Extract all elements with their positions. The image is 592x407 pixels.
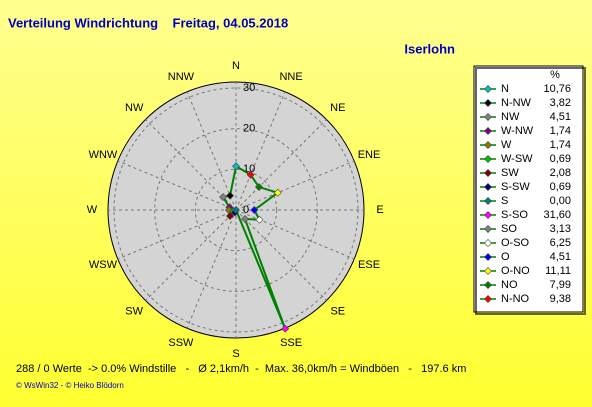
direction-label: S bbox=[232, 348, 239, 360]
legend-marker bbox=[484, 211, 492, 219]
direction-label: ESE bbox=[358, 259, 380, 271]
legend-marker bbox=[484, 197, 492, 205]
direction-label: NE bbox=[330, 102, 345, 114]
legend-label: S bbox=[501, 195, 508, 207]
point bbox=[246, 170, 255, 179]
point bbox=[226, 212, 234, 220]
legend-marker bbox=[484, 141, 492, 149]
legend-label: S-SO bbox=[501, 209, 528, 221]
direction-label: WSW bbox=[89, 259, 118, 271]
legend-marker bbox=[484, 183, 492, 191]
direction-label: SSE bbox=[280, 337, 302, 349]
legend-shadow bbox=[475, 67, 586, 315]
legend-marker bbox=[484, 225, 492, 233]
point bbox=[219, 193, 227, 201]
legend-value: 0,00 bbox=[550, 195, 571, 207]
r-tick-label: 30 bbox=[243, 82, 255, 94]
legend-label: W-NW bbox=[501, 125, 534, 137]
legend-value: 9,38 bbox=[550, 293, 571, 305]
legend-value: 6,25 bbox=[550, 237, 571, 249]
legend-value: 11,11 bbox=[545, 265, 571, 277]
direction-label: WNW bbox=[89, 149, 118, 161]
legend-marker bbox=[484, 267, 492, 275]
legend-label: SW bbox=[501, 167, 519, 179]
legend-value: 3,13 bbox=[550, 223, 571, 235]
legend-value: 1,74 bbox=[550, 125, 571, 137]
grid-ring bbox=[113, 87, 359, 333]
legend-label: SO bbox=[501, 223, 517, 235]
grid-ring bbox=[154, 128, 318, 292]
legend-label: O-SO bbox=[501, 237, 530, 249]
point bbox=[255, 215, 264, 224]
legend-marker bbox=[484, 113, 492, 121]
location: Iserlohn bbox=[404, 41, 455, 56]
legend-header: % bbox=[550, 69, 560, 81]
grid-ring bbox=[194, 168, 278, 252]
legend-marker bbox=[484, 155, 492, 163]
copyright: © WsWin32 - © Heiko Blödorn bbox=[16, 381, 124, 390]
legend-label: O bbox=[501, 251, 510, 263]
direction-label: W bbox=[87, 204, 98, 216]
legend-marker bbox=[484, 295, 492, 303]
legend-label: W bbox=[501, 139, 512, 151]
direction-label: NW bbox=[125, 102, 144, 114]
legend-value: 7,99 bbox=[550, 279, 571, 291]
direction-label: E bbox=[376, 204, 383, 216]
legend-marker bbox=[484, 127, 492, 135]
legend-value: 0,69 bbox=[550, 181, 571, 193]
legend-marker bbox=[484, 169, 492, 177]
point bbox=[250, 206, 259, 214]
direction-label: SW bbox=[125, 306, 143, 318]
legend-value: 4,51 bbox=[550, 251, 571, 263]
point bbox=[232, 162, 240, 171]
legend-value: 1,74 bbox=[550, 139, 571, 151]
legend-label: N bbox=[501, 83, 509, 95]
legend-value: 3,82 bbox=[550, 97, 571, 109]
legend-label: N-NO bbox=[501, 293, 530, 305]
legend-label: W-SW bbox=[501, 153, 533, 165]
point bbox=[232, 206, 240, 214]
footer: 288 / 0 Werte -> 0.0% Windstille - Ø 2,1… bbox=[16, 363, 466, 375]
r-tick-label: 20 bbox=[243, 123, 255, 135]
chart-title: Verteilung Windrichtung Freitag, 04.05.2… bbox=[8, 15, 288, 30]
legend-label: O-NO bbox=[501, 265, 530, 277]
legend-marker bbox=[484, 239, 492, 247]
direction-label: ENE bbox=[358, 149, 381, 161]
legend-value: 0,69 bbox=[550, 153, 571, 165]
legend-value: 2,08 bbox=[550, 167, 571, 179]
point bbox=[281, 324, 290, 333]
legend-marker bbox=[484, 253, 492, 261]
legend-label: S-SW bbox=[501, 181, 530, 193]
legend-marker bbox=[484, 99, 492, 107]
direction-label: NNE bbox=[279, 71, 302, 83]
legend-label: N-NW bbox=[501, 97, 532, 109]
r-tick-label: 0 bbox=[243, 204, 249, 216]
legend-label: NO bbox=[501, 279, 518, 291]
point bbox=[241, 215, 249, 223]
legend-marker bbox=[484, 281, 492, 289]
direction-label: N bbox=[232, 60, 240, 72]
direction-label: SSW bbox=[168, 337, 194, 349]
legend-value: 4,51 bbox=[550, 111, 571, 123]
direction-label: SE bbox=[330, 306, 345, 318]
legend-label: NW bbox=[501, 111, 520, 123]
legend-marker bbox=[484, 85, 492, 93]
point bbox=[226, 191, 235, 200]
point bbox=[255, 183, 263, 191]
legend-value: 10,76 bbox=[543, 83, 571, 95]
legend-value: 31,60 bbox=[543, 209, 571, 221]
point bbox=[273, 188, 282, 197]
direction-label: NNW bbox=[168, 71, 195, 83]
